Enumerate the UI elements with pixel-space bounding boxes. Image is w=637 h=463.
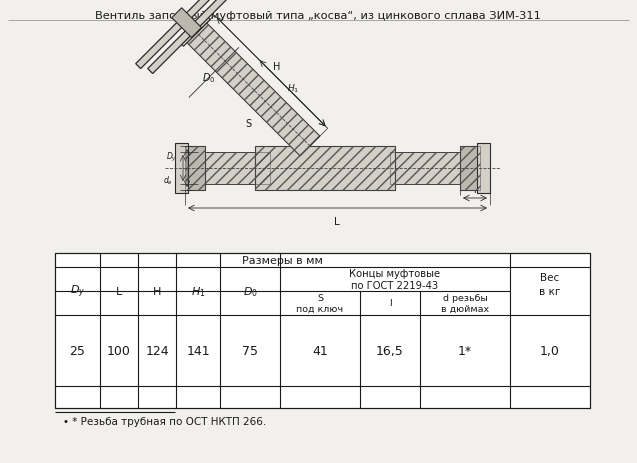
Text: $H_1$: $H_1$ (190, 284, 205, 298)
Text: 124: 124 (145, 344, 169, 357)
Text: H: H (153, 287, 161, 296)
Text: S
под ключ: S под ключ (296, 294, 343, 313)
Polygon shape (178, 15, 210, 47)
Text: l: l (389, 299, 391, 308)
Polygon shape (477, 144, 490, 194)
Polygon shape (255, 147, 395, 191)
Text: L: L (334, 217, 340, 226)
Text: $D_у$: $D_у$ (166, 150, 177, 163)
Polygon shape (185, 147, 205, 191)
Polygon shape (390, 153, 470, 185)
Text: Концы муфтовые
по ГОСТ 2219-43: Концы муфтовые по ГОСТ 2219-43 (350, 268, 441, 291)
Text: 75: 75 (242, 344, 258, 357)
Text: $D_0$: $D_0$ (202, 71, 216, 85)
Polygon shape (187, 24, 320, 156)
Polygon shape (195, 153, 270, 185)
Text: Вентиль запорный муфтовый типа „косва“, из цинкового сплава ЗИМ-311: Вентиль запорный муфтовый типа „косва“, … (95, 11, 541, 21)
Text: $d_в$: $d_в$ (163, 175, 173, 187)
Text: $D_0$: $D_0$ (243, 284, 257, 298)
Text: $H_1$: $H_1$ (287, 82, 299, 94)
Text: S: S (245, 119, 252, 128)
Text: L: L (116, 287, 122, 296)
Text: H: H (273, 62, 280, 72)
Text: 1,0: 1,0 (540, 344, 560, 357)
Bar (55, 253, 590, 408)
Text: 141: 141 (186, 344, 210, 357)
Polygon shape (136, 0, 233, 69)
Polygon shape (172, 9, 201, 38)
Text: 100: 100 (107, 344, 131, 357)
Polygon shape (175, 144, 188, 194)
Text: $D_у$: $D_у$ (70, 283, 85, 300)
Polygon shape (460, 147, 480, 191)
Text: l: l (474, 185, 476, 194)
Text: • * Резьба трубная по ОСТ НКТП 266.: • * Резьба трубная по ОСТ НКТП 266. (63, 416, 266, 426)
Text: Вес
в кг: Вес в кг (540, 273, 561, 296)
Text: d резьбы
в дюймах: d резьбы в дюймах (441, 294, 489, 313)
Polygon shape (148, 0, 238, 75)
Text: 16,5: 16,5 (376, 344, 404, 357)
Text: 25: 25 (69, 344, 85, 357)
Text: 1*: 1* (458, 344, 472, 357)
Text: Размеры в мм: Размеры в мм (242, 256, 323, 265)
Text: 41: 41 (312, 344, 328, 357)
